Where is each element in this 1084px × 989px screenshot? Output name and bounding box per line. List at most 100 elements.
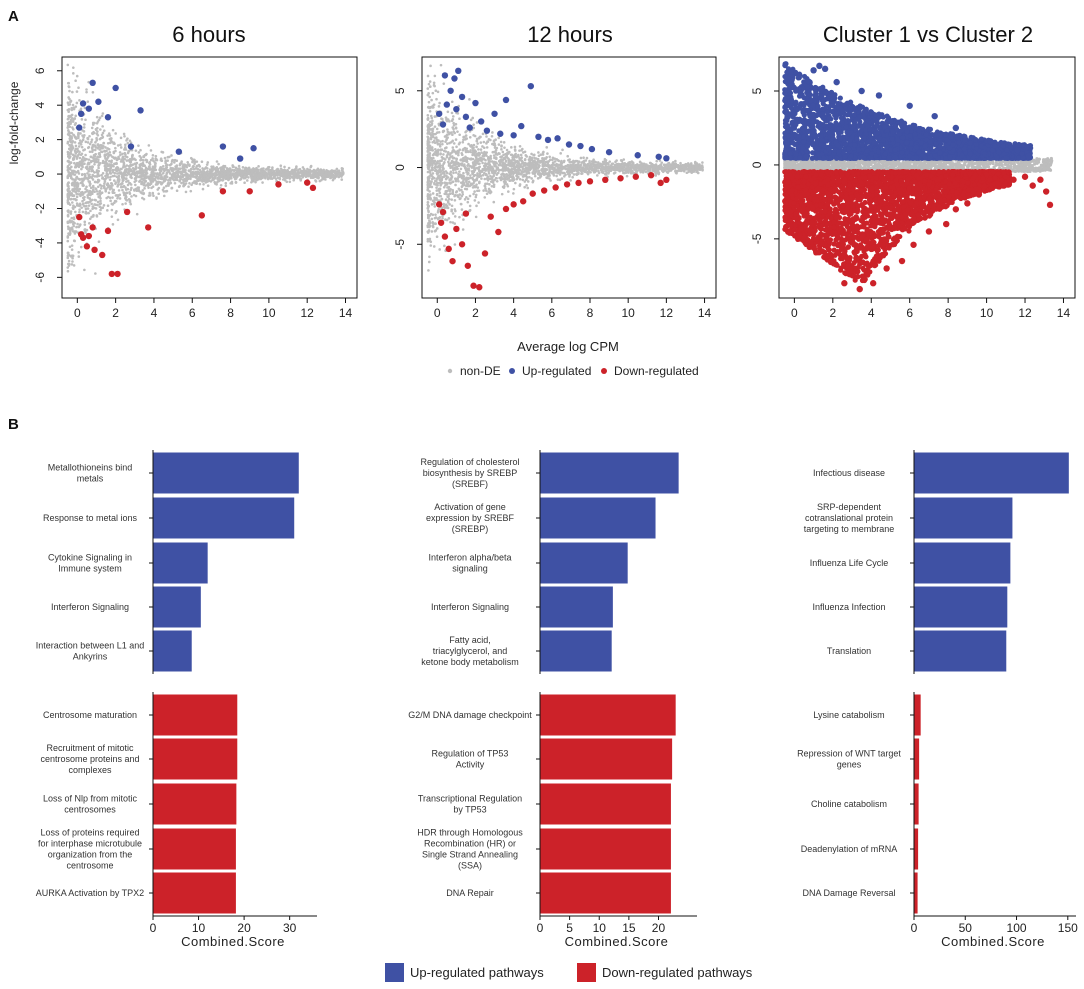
non-de-point [74,79,77,83]
non-de-point [547,159,551,163]
non-de-point [101,176,104,179]
non-de-point [431,192,435,195]
non-de-point [428,80,432,83]
non-de-point [140,180,144,184]
non-de-point [492,154,496,157]
non-de-point [100,187,103,190]
non-de-point [161,165,165,168]
up-regulated-point [112,84,119,92]
non-de-point [151,170,154,174]
non-de-point [260,167,264,171]
non-de-point [112,188,116,192]
non-de-point [67,81,71,85]
non-de-point [131,153,134,157]
plot-area [66,63,345,278]
non-de-point [241,166,245,169]
non-de-point [442,82,446,85]
non-de-point [485,146,489,149]
non-de-point [91,132,94,136]
non-de-point [429,198,432,201]
non-de-point [679,161,682,165]
non-de-point [514,152,517,156]
non-de-point [107,132,111,135]
non-de-point [437,130,441,134]
non-de-point [570,160,574,164]
non-de-point [445,181,449,185]
non-de-point [468,98,471,101]
non-de-point [556,168,560,172]
non-de-point [80,181,83,185]
non-de-point [70,131,74,135]
non-de-point [445,171,449,175]
non-de-point [457,164,461,168]
non-de-point [106,152,110,155]
non-de-point [292,175,295,179]
non-de-point [430,177,434,181]
non-de-point [193,162,196,166]
non-de-point [195,160,199,163]
non-de-point [223,172,227,175]
non-de-point [454,183,457,187]
non-de-point [433,115,437,118]
non-de-point [98,162,102,165]
non-de-point [526,186,530,190]
non-de-point [472,143,476,147]
non-de-point [108,134,112,137]
non-de-point [176,175,179,179]
non-de-point [78,224,82,227]
up-regulated-point [76,124,83,131]
non-de-point [429,137,433,141]
down-regulated-point [198,212,206,219]
non-de-point [450,100,454,104]
non-de-point [441,117,444,121]
non-de-point [82,126,86,129]
non-de-point [149,180,153,184]
non-de-point [284,173,288,176]
non-de-point [70,171,74,175]
non-de-point [588,168,591,171]
non-de-point [109,199,112,203]
non-de-point [87,221,91,225]
non-de-point [66,239,70,243]
non-de-point [84,166,88,169]
non-de-point [430,122,434,125]
non-de-point [128,157,132,161]
non-de-point [464,155,467,159]
non-de-point [449,178,453,181]
non-de-point [98,212,101,215]
non-de-point [93,180,97,184]
non-de-point [520,156,523,159]
non-de-point [450,111,454,115]
non-de-point [84,201,88,205]
non-de-point [200,172,204,175]
non-de-point [499,155,502,159]
non-de-point [80,118,84,121]
non-de-point [481,132,485,136]
non-de-point [71,227,74,231]
non-de-point [87,204,91,207]
non-de-point [435,127,439,131]
non-de-point [458,133,461,137]
non-de-point [445,138,448,142]
non-de-point [486,175,490,178]
non-de-point [503,146,506,149]
non-de-point [228,167,231,170]
non-de-point [426,201,430,204]
non-de-point [73,165,77,169]
non-de-point [472,192,475,196]
non-de-point [122,132,126,136]
non-de-point [255,177,259,181]
non-de-point [145,169,148,173]
non-de-point [96,181,99,184]
non-de-point [257,171,261,174]
non-de-point [86,100,90,103]
non-de-point [430,98,433,102]
non-de-point [252,167,255,170]
non-de-point [115,210,118,213]
non-de-point [593,166,597,169]
non-de-point [67,262,71,266]
non-de-point [84,187,87,191]
panel-letter-a: A [8,8,19,25]
non-de-point [300,172,303,175]
non-de-point [85,157,88,161]
